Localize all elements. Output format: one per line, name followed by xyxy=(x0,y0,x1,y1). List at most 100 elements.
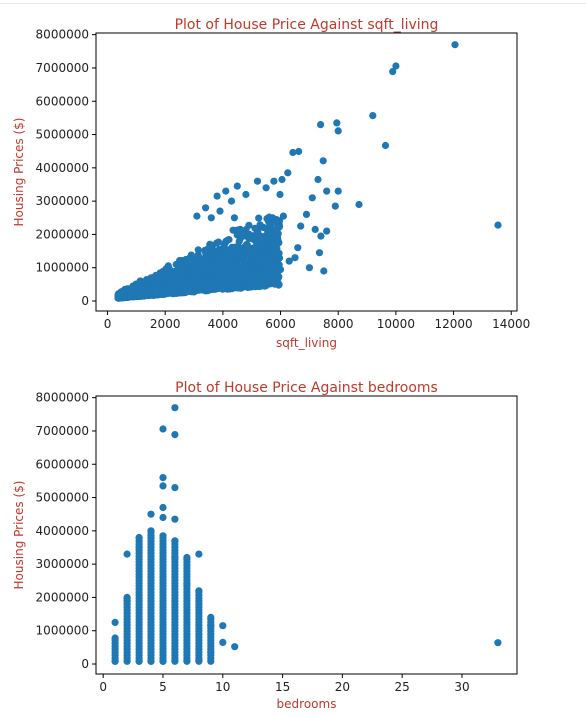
data-point xyxy=(135,533,143,542)
data-point xyxy=(323,187,331,195)
data-point xyxy=(111,657,119,665)
chart-title: Plot of House Price Against sqft_living xyxy=(175,17,439,33)
data-point xyxy=(315,249,324,257)
y-tick-label: 1000000 xyxy=(36,261,89,275)
data-point xyxy=(159,425,167,433)
data-point xyxy=(111,634,119,642)
x-tick-label: 30 xyxy=(454,680,469,694)
data-point xyxy=(369,112,377,120)
data-point xyxy=(275,223,284,231)
data-point xyxy=(242,190,250,199)
data-point xyxy=(381,141,390,150)
y-tick-label: 7000000 xyxy=(36,424,89,438)
data-point xyxy=(235,237,243,245)
data-point xyxy=(141,286,149,294)
data-point xyxy=(223,236,231,244)
data-point xyxy=(159,657,167,665)
data-point xyxy=(135,543,143,552)
data-point xyxy=(494,221,502,229)
data-point xyxy=(276,265,285,273)
data-point xyxy=(236,225,244,233)
data-point xyxy=(219,622,227,630)
data-point xyxy=(123,597,131,605)
y-tick-label: 8000000 xyxy=(36,28,89,42)
data-point xyxy=(193,259,201,267)
data-point xyxy=(236,276,244,284)
data-point xyxy=(355,200,363,209)
data-point xyxy=(183,279,192,288)
data-point xyxy=(159,532,167,540)
data-point xyxy=(231,643,239,651)
y-tick-label: 3000000 xyxy=(36,194,89,208)
data-point xyxy=(198,265,206,273)
data-point xyxy=(166,289,174,297)
data-point xyxy=(159,482,167,490)
data-point xyxy=(207,613,215,622)
data-point xyxy=(323,227,331,235)
data-point xyxy=(193,212,201,220)
data-point xyxy=(222,276,230,284)
data-point xyxy=(159,474,167,482)
data-point xyxy=(317,232,325,240)
y-tick-label: 0 xyxy=(81,294,89,308)
data-point xyxy=(208,272,216,280)
x-axis-label: sqft_living xyxy=(276,336,337,350)
y-tick-label: 1000000 xyxy=(36,624,89,638)
data-point xyxy=(272,228,281,236)
data-point xyxy=(251,224,259,232)
data-point xyxy=(238,269,246,277)
data-point xyxy=(285,257,293,265)
x-tick-label: 15 xyxy=(275,680,290,694)
data-point xyxy=(133,292,141,300)
data-point xyxy=(207,648,215,657)
data-point xyxy=(147,657,155,665)
x-tick-label: 2000 xyxy=(150,317,181,331)
data-point xyxy=(253,282,261,290)
data-point xyxy=(186,254,194,262)
y-tick-label: 3000000 xyxy=(36,557,89,571)
data-point xyxy=(451,41,459,49)
data-point xyxy=(171,553,179,562)
data-point xyxy=(302,210,311,218)
data-point xyxy=(294,244,302,252)
chart-title: Plot of House Price Against bedrooms xyxy=(175,380,438,396)
y-tick-label: 6000000 xyxy=(36,94,89,108)
data-point xyxy=(114,292,122,301)
data-point xyxy=(219,638,227,647)
data-point xyxy=(265,213,273,221)
x-tick-label: 6000 xyxy=(265,317,296,331)
data-point xyxy=(239,253,247,261)
data-point xyxy=(289,148,297,157)
data-point xyxy=(209,285,217,293)
data-point xyxy=(171,404,179,412)
data-point xyxy=(202,257,210,265)
data-point xyxy=(272,218,280,226)
data-point xyxy=(268,259,276,267)
y-tick-label: 4000000 xyxy=(36,161,89,175)
y-axis-label: Housing Prices ($) xyxy=(12,118,26,227)
data-point xyxy=(317,121,325,129)
data-point xyxy=(208,279,216,287)
data-point xyxy=(213,192,221,200)
data-point xyxy=(274,235,282,243)
x-axis-label: bedrooms xyxy=(277,697,337,711)
data-point xyxy=(207,214,215,222)
y-axis-label: Housing Prices ($) xyxy=(12,481,26,590)
y-tick-label: 5000000 xyxy=(36,491,89,505)
data-point xyxy=(247,246,256,254)
data-point xyxy=(207,622,215,630)
data-point xyxy=(227,197,236,205)
x-tick-label: 12000 xyxy=(434,317,472,331)
data-point xyxy=(257,267,265,276)
data-point xyxy=(264,280,272,288)
data-point xyxy=(389,68,397,76)
data-point xyxy=(320,267,328,275)
data-point xyxy=(195,657,203,665)
data-point xyxy=(253,245,262,253)
data-point xyxy=(253,177,262,185)
data-point xyxy=(230,214,238,222)
data-point xyxy=(171,484,179,492)
data-point xyxy=(262,184,270,192)
data-point xyxy=(203,281,211,289)
